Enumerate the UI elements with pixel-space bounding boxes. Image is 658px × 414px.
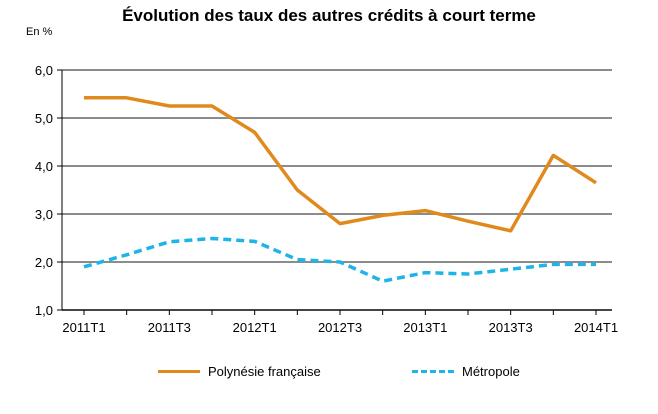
x-tick-label: 2013T1: [403, 320, 447, 335]
chart-title: Évolution des taux des autres crédits à …: [122, 6, 536, 25]
y-tick-label: 1,0: [35, 303, 53, 318]
y-tick-label: 3,0: [35, 207, 53, 222]
y-unit-label: En %: [26, 26, 53, 38]
legend: Polynésie française Métropole: [0, 364, 658, 394]
x-tick-label: 2012T1: [233, 320, 277, 335]
line-chart: 1,0 2,0 3,0 4,0 5,0 6,0 2011T1 2011T3 2012T1 2012…: [35, 63, 618, 335]
legend-item-metropole: Métropole: [412, 364, 520, 379]
x-tick-label: 2011T1: [62, 320, 105, 335]
x-tick-label: 2011T3: [148, 320, 191, 335]
legend-swatch-polynesie: [158, 370, 200, 373]
y-tick-label: 6,0: [35, 63, 53, 78]
series-line-polynesie: [84, 96, 597, 233]
x-tick-label: 2014T1: [574, 320, 618, 335]
x-tick-label: 2013T3: [489, 320, 533, 335]
y-tick-label: 5,0: [35, 111, 53, 126]
legend-item-polynesie: Polynésie française: [158, 364, 321, 379]
legend-swatch-metropole: [412, 370, 454, 373]
legend-label-metropole: Métropole: [462, 364, 520, 379]
x-tick-label: 2012T3: [318, 320, 362, 335]
series-line-metropole: [83, 236, 596, 283]
y-tick-label: 4,0: [35, 159, 53, 174]
legend-label-polynesie: Polynésie française: [208, 364, 321, 379]
y-tick-label: 2,0: [35, 255, 53, 270]
